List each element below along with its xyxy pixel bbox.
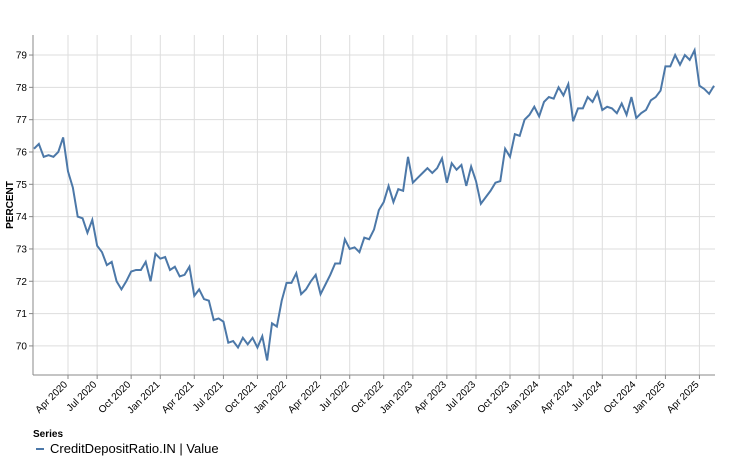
y-axis-label: PERCENT xyxy=(5,181,16,229)
y-tick-label: 78 xyxy=(16,83,28,94)
y-tick-label: 72 xyxy=(16,277,28,288)
x-tick-label: Apr 2021 xyxy=(160,379,197,416)
y-tick-label: 76 xyxy=(16,147,28,158)
y-tick-label: 73 xyxy=(16,244,28,255)
x-tick-label: Jan 2022 xyxy=(252,379,289,416)
y-tick-label: 79 xyxy=(16,51,28,62)
x-tick-label: Jan 2024 xyxy=(504,379,541,416)
x-tick-label: Apr 2025 xyxy=(665,379,702,416)
x-tick-label: Jul 2024 xyxy=(570,379,605,414)
x-tick-label: Jul 2023 xyxy=(444,379,479,414)
y-tick-label: 77 xyxy=(16,115,28,126)
x-tick-label: Jul 2020 xyxy=(65,379,100,414)
x-tick-label: Jan 2021 xyxy=(126,379,163,416)
x-tick-label: Apr 2020 xyxy=(34,379,71,416)
y-tick-label: 70 xyxy=(16,341,28,352)
x-tick-label: Apr 2023 xyxy=(412,379,449,416)
x-tick-label: Jan 2025 xyxy=(631,379,668,416)
x-tick-label: Apr 2022 xyxy=(286,379,323,416)
x-tick-label: Jan 2023 xyxy=(378,379,415,416)
x-tick-label: Apr 2024 xyxy=(539,379,576,416)
x-tick-label: Jul 2021 xyxy=(191,379,226,414)
x-tick-label: Jul 2022 xyxy=(317,379,352,414)
legend-label: CreditDepositRatio.IN | Value xyxy=(50,441,219,456)
y-tick-label: 71 xyxy=(16,309,28,320)
legend-title: Series xyxy=(33,429,63,440)
y-tick-label: 74 xyxy=(16,212,28,223)
y-tick-label: 75 xyxy=(16,180,28,191)
series-line xyxy=(33,46,715,361)
